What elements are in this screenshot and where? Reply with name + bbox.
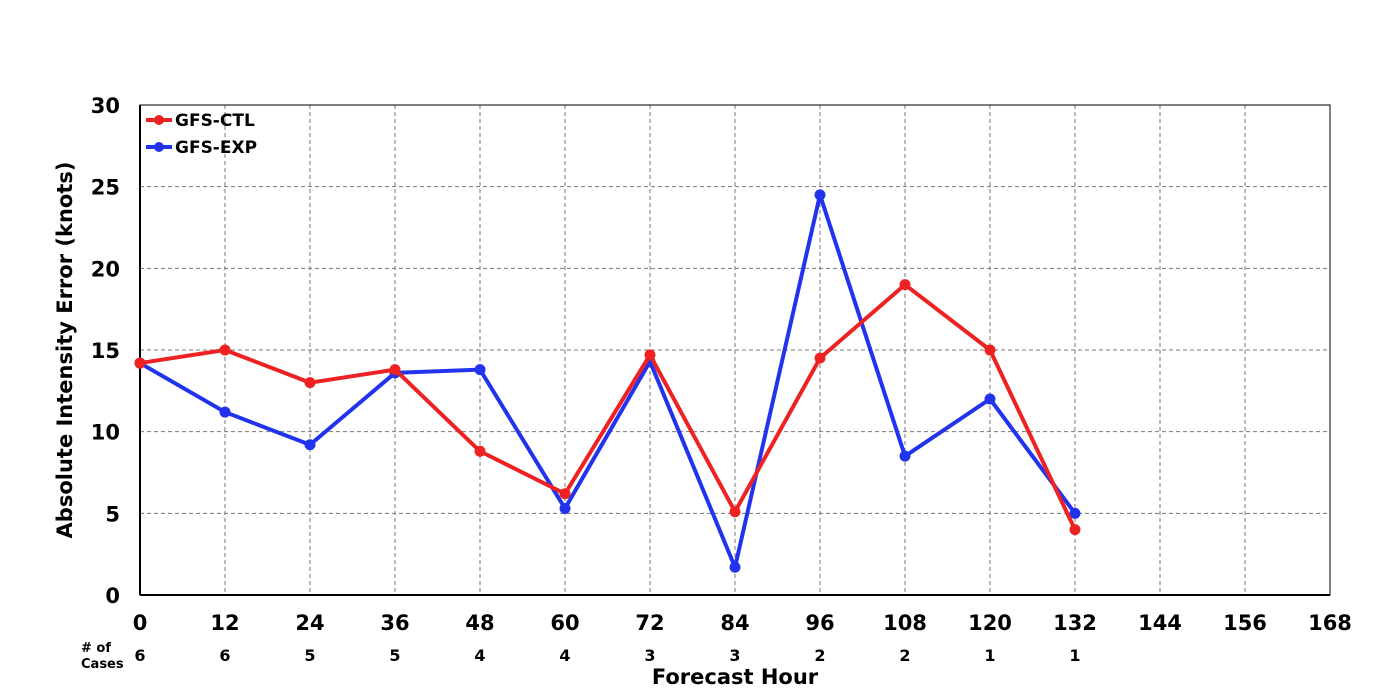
- case-count: 4: [559, 646, 570, 665]
- data-point-gfs-exp: [304, 439, 316, 451]
- data-point-gfs-ctl: [814, 352, 826, 364]
- cases-label-line2: Cases: [81, 657, 124, 672]
- data-point-gfs-exp: [984, 393, 996, 405]
- data-point-gfs-exp: [729, 561, 741, 573]
- grid: [140, 105, 1330, 595]
- y-tick-label: 0: [105, 584, 120, 608]
- data-point-gfs-ctl: [899, 279, 911, 291]
- y-tick-label: 30: [91, 94, 120, 118]
- x-tick-label: 36: [380, 611, 409, 635]
- case-count: 2: [899, 646, 910, 665]
- case-count: 2: [814, 646, 825, 665]
- series-line-gfs-exp: [139, 192, 1077, 570]
- x-tick-label: 84: [720, 611, 749, 635]
- x-tick-label: 156: [1223, 611, 1267, 635]
- series: [134, 189, 1081, 573]
- case-count: 5: [389, 646, 400, 665]
- data-point-gfs-exp: [899, 450, 911, 462]
- data-point-gfs-ctl: [1069, 524, 1081, 536]
- x-tick-label: 24: [295, 611, 324, 635]
- y-axis-title: Absolute Intensity Error (knots): [53, 162, 77, 539]
- data-point-gfs-ctl: [559, 488, 571, 500]
- data-point-gfs-ctl: [389, 364, 401, 376]
- data-point-gfs-exp: [559, 502, 571, 514]
- legend-marker-exp: [154, 142, 164, 152]
- x-tick-label: 60: [550, 611, 579, 635]
- x-axis-title: Forecast Hour: [652, 665, 819, 689]
- cases-row: 6 6 5 5 4 4 3 3 2 2 1 1: [134, 646, 1080, 665]
- data-point-gfs-ctl: [134, 357, 146, 369]
- x-tick-label: 72: [635, 611, 664, 635]
- data-point-gfs-ctl: [644, 349, 656, 361]
- x-tick-label: 48: [465, 611, 494, 635]
- legend-label-ctl: GFS-CTL: [175, 111, 255, 131]
- y-tick-label: 20: [91, 257, 120, 281]
- cases-label-line1: # of: [81, 641, 111, 656]
- legend-item-exp: GFS-EXP: [146, 138, 257, 158]
- y-tick-label: 15: [91, 339, 120, 363]
- legend: GFS-CTL GFS-EXP: [146, 111, 257, 158]
- data-point-gfs-ctl: [984, 344, 996, 356]
- case-count: 6: [134, 646, 145, 665]
- series-line-gfs-ctl: [139, 282, 1077, 531]
- y-tick-label: 5: [105, 502, 120, 526]
- data-point-gfs-ctl: [474, 445, 486, 457]
- y-tick-label: 25: [91, 176, 120, 200]
- x-tick-label: 0: [133, 611, 148, 635]
- x-tick-label: 168: [1308, 611, 1352, 635]
- legend-label-exp: GFS-EXP: [175, 138, 257, 158]
- x-tick-label: 144: [1138, 611, 1182, 635]
- x-tick-label: 12: [210, 611, 239, 635]
- x-tick-label: 108: [883, 611, 927, 635]
- data-point-gfs-ctl: [219, 344, 231, 356]
- legend-item-ctl: GFS-CTL: [146, 111, 255, 131]
- case-count: 6: [219, 646, 230, 665]
- case-count: 3: [644, 646, 655, 665]
- tick-labels: 0 12 24 36 48 60 72 84 96 108 120 132 144 156 168 0 5 10 1…: [91, 94, 1352, 635]
- case-count: 5: [304, 646, 315, 665]
- data-point-gfs-exp: [474, 364, 486, 376]
- data-point-gfs-exp: [219, 406, 231, 418]
- x-tick-label: 120: [968, 611, 1012, 635]
- case-count: 1: [1069, 646, 1080, 665]
- data-point-gfs-exp: [814, 189, 826, 201]
- data-point-gfs-exp: [1069, 507, 1081, 519]
- data-point-gfs-ctl: [304, 377, 316, 389]
- x-tick-label: 96: [805, 611, 834, 635]
- x-tick-label: 132: [1053, 611, 1097, 635]
- case-count: 4: [474, 646, 485, 665]
- legend-marker-ctl: [154, 115, 164, 125]
- y-tick-label: 10: [91, 421, 120, 445]
- data-point-gfs-ctl: [729, 506, 741, 518]
- case-count: 3: [729, 646, 740, 665]
- case-count: 1: [984, 646, 995, 665]
